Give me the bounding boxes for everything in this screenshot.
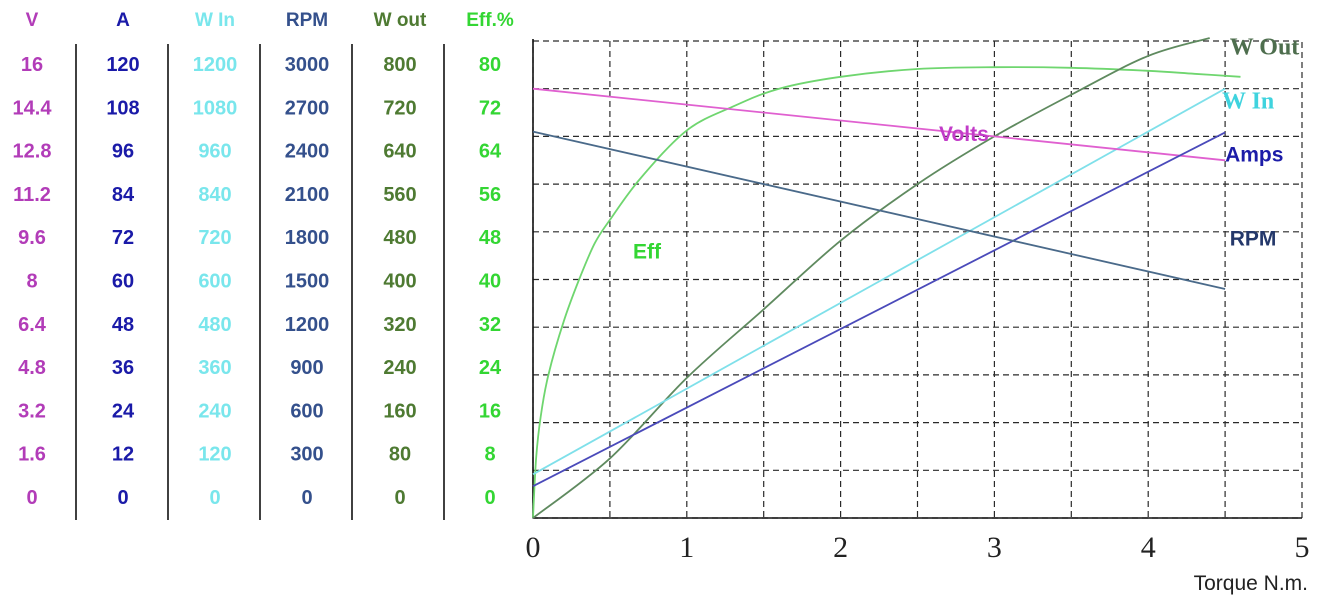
scale-tick-amps: 96 xyxy=(112,141,134,163)
curve-eff xyxy=(532,66,1241,519)
scale-tick-win: 360 xyxy=(198,357,231,379)
scale-tick-volts: 3.2 xyxy=(18,400,46,422)
value-scales: V1614.412.811.29.686.44.83.21.60A1201089… xyxy=(13,10,514,520)
scale-tick-amps: 120 xyxy=(106,54,139,76)
scale-tick-eff: 80 xyxy=(479,54,501,76)
x-axis: 0 1 2 3 4 5 Torque N.m. xyxy=(526,531,1310,595)
scale-tick-eff: 32 xyxy=(479,314,501,336)
scale-tick-rpm: 1500 xyxy=(285,271,330,293)
scale-tick-wout: 640 xyxy=(383,141,416,163)
scale-tick-rpm: 3000 xyxy=(285,54,330,76)
scale-header-win: W In xyxy=(195,10,235,31)
scale-tick-volts: 9.6 xyxy=(18,227,46,249)
scale-tick-volts: 14.4 xyxy=(13,97,53,119)
scale-tick-wout: 720 xyxy=(383,97,416,119)
series-label-w-out: W Out xyxy=(1230,35,1300,61)
scale-tick-win: 720 xyxy=(198,227,231,249)
scale-header-volts: V xyxy=(26,10,39,31)
scale-tick-rpm: 2700 xyxy=(285,97,330,119)
curve-amps xyxy=(532,131,1226,488)
scale-tick-wout: 560 xyxy=(383,184,416,206)
scale-tick-wout: 800 xyxy=(383,54,416,76)
scale-tick-rpm: 600 xyxy=(290,400,323,422)
scale-tick-win: 240 xyxy=(198,400,231,422)
scale-tick-win: 0 xyxy=(209,487,220,509)
scale-tick-wout: 480 xyxy=(383,227,416,249)
scale-tick-rpm: 1800 xyxy=(285,227,330,249)
scale-header-eff: Eff.% xyxy=(466,10,514,31)
scale-tick-rpm: 900 xyxy=(290,357,323,379)
series-label-amps: Amps xyxy=(1225,143,1283,166)
scale-tick-volts: 16 xyxy=(21,54,43,76)
scale-tick-volts: 4.8 xyxy=(18,357,46,379)
scale-tick-win: 480 xyxy=(198,314,231,336)
scale-tick-volts: 6.4 xyxy=(18,314,47,336)
curve-volts xyxy=(532,87,1226,162)
x-tick-label: 3 xyxy=(987,531,1002,564)
scale-tick-volts: 8 xyxy=(26,271,37,293)
curve-w-in xyxy=(532,87,1226,476)
scale-tick-eff: 56 xyxy=(479,184,501,206)
scale-header-amps: A xyxy=(116,10,130,31)
series-label-rpm: RPM xyxy=(1230,228,1277,251)
scale-tick-wout: 400 xyxy=(383,271,416,293)
scale-tick-volts: 1.6 xyxy=(18,444,46,466)
scale-tick-rpm: 2400 xyxy=(285,141,330,163)
scale-tick-win: 1080 xyxy=(193,97,238,119)
scale-tick-win: 120 xyxy=(198,444,231,466)
scale-tick-rpm: 1200 xyxy=(285,314,330,336)
scale-header-rpm: RPM xyxy=(286,10,328,31)
chart-grid xyxy=(532,39,1303,519)
scale-tick-wout: 320 xyxy=(383,314,416,336)
series-label-w-in: W In xyxy=(1222,88,1274,114)
scale-tick-amps: 12 xyxy=(112,444,134,466)
scale-tick-volts: 0 xyxy=(26,487,37,509)
scale-tick-amps: 60 xyxy=(112,271,134,293)
x-tick-label: 4 xyxy=(1141,531,1156,564)
scale-tick-amps: 84 xyxy=(112,184,135,206)
scale-tick-eff: 24 xyxy=(479,357,502,379)
series-curves xyxy=(532,37,1241,519)
scale-tick-volts: 12.8 xyxy=(13,141,52,163)
scale-tick-amps: 108 xyxy=(106,97,139,119)
scale-tick-wout: 160 xyxy=(383,400,416,422)
scale-tick-volts: 11.2 xyxy=(13,184,51,206)
scale-tick-amps: 36 xyxy=(112,357,134,379)
curve-rpm xyxy=(532,130,1226,290)
scale-tick-eff: 0 xyxy=(484,487,495,509)
series-label-eff: Eff xyxy=(633,241,662,264)
scale-tick-win: 1200 xyxy=(193,54,238,76)
scale-header-wout: W out xyxy=(374,10,427,31)
scale-tick-wout: 0 xyxy=(394,487,405,509)
x-tick-label: 2 xyxy=(833,531,848,564)
scale-tick-wout: 240 xyxy=(383,357,416,379)
scale-tick-eff: 72 xyxy=(479,97,501,119)
curve-w-out xyxy=(532,37,1210,519)
scale-tick-rpm: 0 xyxy=(301,487,312,509)
scale-tick-amps: 24 xyxy=(112,400,135,422)
scale-tick-eff: 48 xyxy=(479,227,501,249)
x-axis-title: Torque N.m. xyxy=(1194,572,1308,595)
scale-tick-win: 960 xyxy=(198,141,231,163)
scale-tick-amps: 72 xyxy=(112,227,134,249)
scale-tick-eff: 8 xyxy=(484,444,495,466)
scale-tick-win: 840 xyxy=(198,184,231,206)
scale-tick-amps: 48 xyxy=(112,314,134,336)
x-tick-label: 1 xyxy=(679,531,694,564)
scale-tick-rpm: 300 xyxy=(290,444,323,466)
x-tick-label: 0 xyxy=(526,531,541,564)
scale-tick-eff: 40 xyxy=(479,271,501,293)
scale-tick-rpm: 2100 xyxy=(285,184,330,206)
scale-tick-amps: 0 xyxy=(117,487,128,509)
scale-tick-eff: 16 xyxy=(479,400,501,422)
x-tick-label: 5 xyxy=(1295,531,1310,564)
scale-tick-win: 600 xyxy=(198,271,231,293)
scale-tick-eff: 64 xyxy=(479,141,502,163)
scale-tick-wout: 80 xyxy=(389,444,411,466)
series-labels: Eff W Out W In Volts Amps RPM xyxy=(633,35,1299,264)
series-label-volts: Volts xyxy=(939,123,989,146)
